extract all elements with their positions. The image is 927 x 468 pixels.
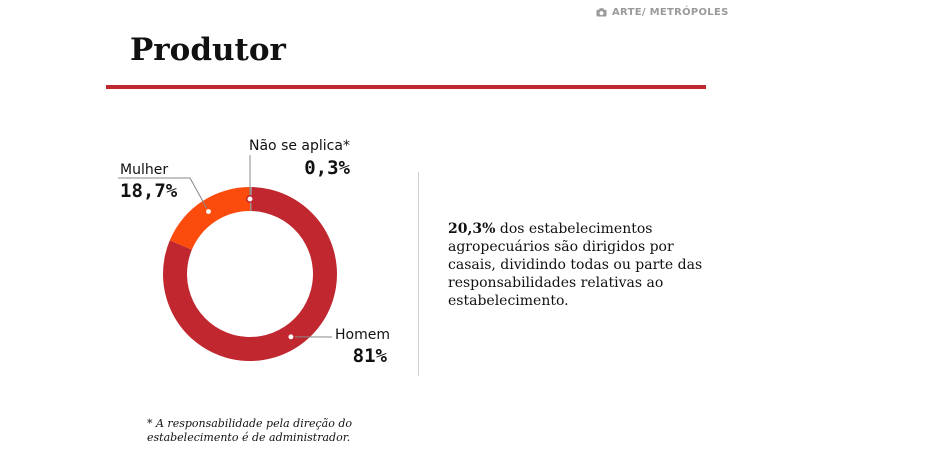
label-nao-se-aplica: Não se aplica* xyxy=(249,138,350,154)
slice-mulher xyxy=(169,187,251,250)
footnote: * A responsabilidade pela direção do est… xyxy=(147,417,352,444)
body-text: 20,3% dos estabelecimentos agropecuários… xyxy=(448,220,718,310)
label-dot-nao-se-aplica xyxy=(246,195,254,203)
leader-line-mulher xyxy=(118,177,209,212)
page-title: Produtor xyxy=(130,32,286,68)
camera-icon xyxy=(596,8,607,17)
divider xyxy=(418,172,419,376)
value-mulher: 18,7% xyxy=(120,180,178,202)
body-rest: dos estabelecimentos agropecuários são d… xyxy=(448,221,703,309)
label-dot-mulher xyxy=(204,207,213,216)
value-homem: 81% xyxy=(353,345,388,367)
title-rule xyxy=(106,85,706,89)
credit: ARTE/ METRÓPOLES xyxy=(596,7,729,18)
body-highlight: 20,3% xyxy=(448,221,496,237)
credit-text: ARTE/ METRÓPOLES xyxy=(612,7,729,18)
value-nao-se-aplica: 0,3% xyxy=(304,157,350,179)
label-homem: Homem xyxy=(335,327,390,343)
label-dot-homem xyxy=(286,332,295,341)
label-mulher: Mulher xyxy=(120,162,168,178)
